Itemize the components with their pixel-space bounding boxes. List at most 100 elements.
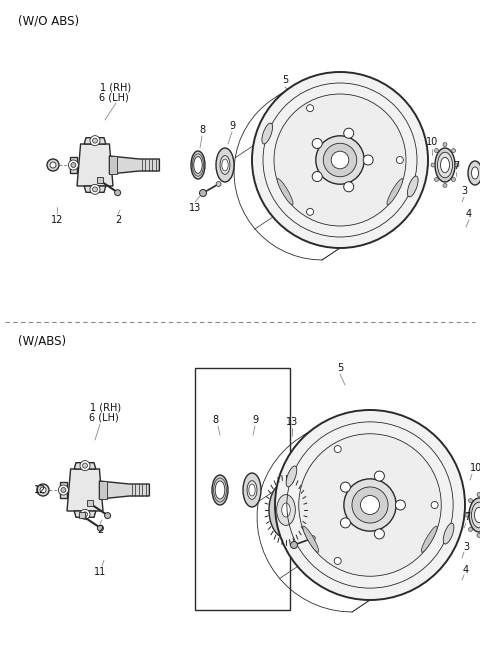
Polygon shape [84, 137, 106, 144]
Ellipse shape [303, 526, 319, 552]
Circle shape [374, 529, 384, 539]
Circle shape [334, 557, 341, 564]
Circle shape [340, 482, 350, 492]
Circle shape [50, 162, 56, 168]
Circle shape [80, 461, 90, 471]
Ellipse shape [274, 94, 406, 226]
Ellipse shape [360, 495, 380, 515]
Text: 3: 3 [461, 186, 467, 196]
Circle shape [452, 148, 456, 153]
Text: (W/ABS): (W/ABS) [18, 334, 66, 347]
Text: 11: 11 [94, 567, 106, 577]
Circle shape [312, 172, 322, 181]
Ellipse shape [443, 523, 454, 544]
Circle shape [105, 513, 110, 519]
Circle shape [344, 182, 354, 192]
Ellipse shape [471, 167, 479, 179]
Circle shape [200, 190, 206, 197]
Polygon shape [67, 469, 103, 511]
Text: 10: 10 [426, 137, 438, 147]
Polygon shape [70, 157, 77, 173]
Circle shape [71, 163, 76, 168]
Text: 4: 4 [463, 565, 469, 575]
Text: 12: 12 [51, 215, 63, 225]
Text: (W/O ABS): (W/O ABS) [18, 14, 79, 27]
Circle shape [307, 104, 313, 112]
Polygon shape [74, 462, 96, 469]
Polygon shape [77, 144, 113, 186]
Text: 13: 13 [286, 417, 298, 427]
Circle shape [431, 163, 435, 167]
Ellipse shape [441, 157, 449, 173]
Ellipse shape [435, 148, 455, 182]
Ellipse shape [269, 482, 303, 538]
Circle shape [83, 512, 87, 517]
Circle shape [468, 499, 472, 502]
Ellipse shape [408, 176, 418, 197]
Text: 10: 10 [470, 463, 480, 473]
Circle shape [396, 157, 403, 163]
Circle shape [477, 493, 480, 497]
Ellipse shape [437, 152, 453, 178]
Polygon shape [99, 481, 108, 499]
Ellipse shape [475, 508, 480, 522]
Circle shape [340, 518, 350, 528]
Circle shape [434, 148, 439, 153]
Ellipse shape [262, 123, 273, 144]
Circle shape [290, 542, 298, 548]
Polygon shape [74, 511, 96, 517]
Circle shape [115, 190, 120, 195]
Ellipse shape [471, 502, 480, 528]
Circle shape [37, 484, 49, 496]
Polygon shape [109, 156, 159, 174]
Circle shape [334, 446, 341, 453]
Text: 9: 9 [252, 415, 258, 425]
Circle shape [468, 528, 472, 531]
Text: 5: 5 [282, 75, 288, 85]
Ellipse shape [344, 479, 396, 531]
Circle shape [97, 525, 103, 531]
Circle shape [90, 184, 100, 194]
Ellipse shape [212, 475, 228, 505]
Text: 5: 5 [337, 363, 343, 373]
Ellipse shape [387, 179, 403, 204]
Ellipse shape [352, 487, 388, 523]
Ellipse shape [215, 481, 225, 499]
Circle shape [80, 510, 90, 519]
Text: 7: 7 [453, 161, 459, 171]
Text: 1 (RH): 1 (RH) [90, 403, 121, 413]
Ellipse shape [222, 159, 228, 171]
Ellipse shape [252, 72, 428, 248]
Text: 6 (LH): 6 (LH) [89, 413, 119, 423]
Polygon shape [79, 512, 85, 518]
Circle shape [47, 159, 59, 171]
Polygon shape [60, 482, 67, 498]
Circle shape [344, 128, 354, 138]
Circle shape [374, 471, 384, 481]
Circle shape [312, 139, 322, 148]
Text: 1 (RH): 1 (RH) [100, 82, 132, 92]
Circle shape [40, 487, 46, 493]
Circle shape [465, 513, 469, 517]
Circle shape [61, 488, 66, 493]
Ellipse shape [216, 148, 234, 182]
Circle shape [455, 163, 459, 167]
Polygon shape [96, 177, 103, 183]
Ellipse shape [247, 481, 257, 499]
Circle shape [93, 138, 97, 143]
Circle shape [93, 187, 97, 192]
Text: 4: 4 [466, 209, 472, 219]
Circle shape [443, 183, 447, 188]
Ellipse shape [194, 157, 202, 174]
Ellipse shape [249, 484, 255, 496]
Circle shape [363, 155, 373, 165]
Circle shape [69, 160, 78, 170]
Text: 7: 7 [464, 512, 470, 522]
Ellipse shape [469, 498, 480, 532]
Polygon shape [109, 156, 118, 174]
Circle shape [83, 463, 87, 468]
Circle shape [477, 533, 480, 537]
Text: 6 (LH): 6 (LH) [99, 92, 129, 102]
Ellipse shape [421, 526, 437, 552]
Ellipse shape [286, 466, 297, 487]
